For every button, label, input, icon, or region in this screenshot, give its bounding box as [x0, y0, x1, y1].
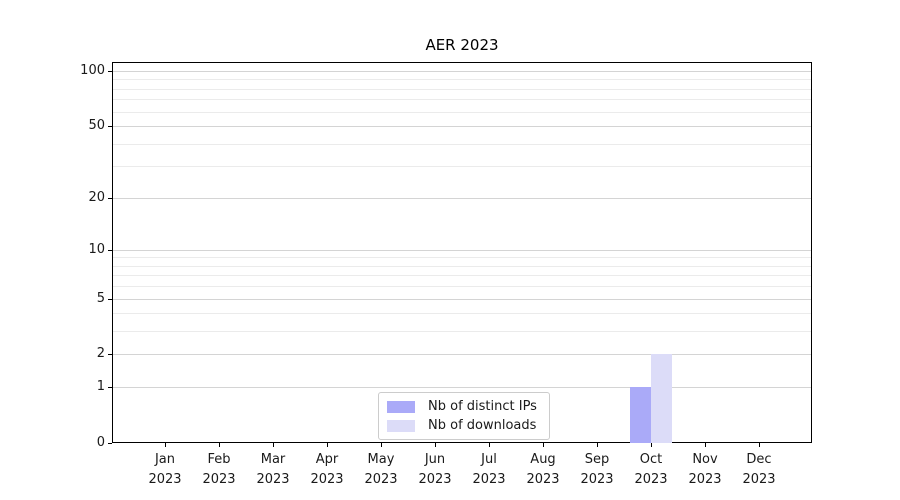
y-tick-mark — [108, 387, 112, 389]
y-tick-label: 10 — [88, 241, 105, 257]
gridline-minor — [113, 166, 811, 168]
y-tick-label: 50 — [88, 118, 105, 134]
gridline-minor — [113, 79, 811, 81]
x-tick-label: Dec 2023 — [742, 452, 776, 487]
gridline-minor — [113, 265, 811, 267]
gridline-minor — [113, 111, 811, 113]
gridline-major — [113, 298, 811, 300]
gridline-minor — [113, 99, 811, 101]
gridline-minor — [113, 286, 811, 288]
legend-item-distinct-ips: Nb of distinct IPs — [387, 399, 541, 414]
y-tick-mark — [108, 126, 112, 128]
gridline-major — [113, 71, 811, 73]
plot-area — [112, 62, 812, 443]
bar-distinct-ips — [630, 387, 651, 443]
gridline-major — [113, 387, 811, 389]
y-tick-label: 2 — [96, 346, 105, 362]
x-tick-mark — [435, 443, 436, 447]
gridline-major — [113, 354, 811, 356]
y-tick-label: 20 — [88, 189, 105, 205]
x-tick-mark — [489, 443, 490, 447]
gridline-minor — [113, 143, 811, 145]
x-tick-label: Nov 2023 — [688, 452, 722, 487]
x-tick-label: Mar 2023 — [256, 452, 290, 487]
x-tick-mark — [165, 443, 166, 447]
gridline-minor — [113, 257, 811, 259]
legend-label-downloads: Nb of downloads — [428, 418, 537, 433]
legend-swatch-distinct-ips — [387, 400, 415, 413]
gridline-minor — [113, 331, 811, 333]
y-tick-mark — [108, 197, 112, 199]
x-tick-mark — [219, 443, 220, 447]
y-tick-label: 100 — [80, 63, 105, 79]
gridline-minor — [113, 275, 811, 277]
gridline-major — [113, 126, 811, 128]
x-tick-label: Oct 2023 — [634, 452, 668, 487]
x-tick-label: Feb 2023 — [202, 452, 236, 487]
x-tick-mark — [543, 443, 544, 447]
x-tick-mark — [651, 443, 652, 447]
gridline-major — [113, 197, 811, 199]
y-tick-mark — [108, 443, 112, 444]
x-tick-mark — [273, 443, 274, 447]
x-tick-label: May 2023 — [364, 452, 398, 487]
legend-item-downloads: Nb of downloads — [387, 418, 541, 433]
chart-title: AER 2023 — [425, 36, 499, 54]
x-tick-mark — [705, 443, 706, 447]
y-tick-mark — [108, 71, 112, 73]
legend: Nb of distinct IPs Nb of downloads — [378, 392, 550, 440]
y-tick-label: 0 — [96, 435, 105, 450]
bar-downloads — [651, 354, 672, 443]
y-tick-label: 5 — [96, 290, 105, 306]
x-tick-label: Aug 2023 — [526, 452, 560, 487]
legend-swatch-downloads — [387, 419, 415, 432]
x-tick-mark — [327, 443, 328, 447]
y-tick-label: 1 — [96, 379, 105, 395]
gridline-minor — [113, 88, 811, 90]
x-tick-label: Jul 2023 — [472, 452, 506, 487]
x-tick-mark — [381, 443, 382, 447]
x-tick-label: Jan 2023 — [148, 452, 182, 487]
legend-label-distinct-ips: Nb of distinct IPs — [428, 399, 537, 414]
x-tick-mark — [597, 443, 598, 447]
x-tick-label: Apr 2023 — [310, 452, 344, 487]
y-tick-mark — [108, 354, 112, 356]
x-tick-label: Sep 2023 — [580, 452, 614, 487]
x-tick-label: Jun 2023 — [418, 452, 452, 487]
gridline-major — [113, 249, 811, 251]
x-tick-mark — [759, 443, 760, 447]
y-tick-mark — [108, 298, 112, 300]
y-tick-mark — [108, 249, 112, 251]
gridline-minor — [113, 313, 811, 315]
